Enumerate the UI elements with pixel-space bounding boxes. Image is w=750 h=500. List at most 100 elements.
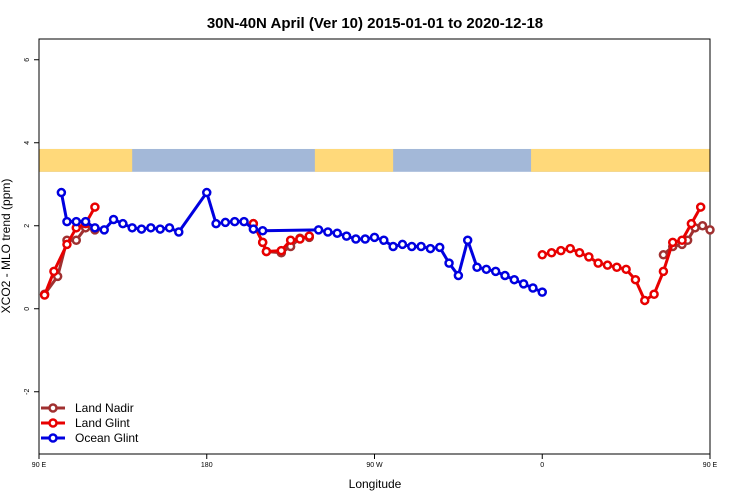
map-band-land-2 <box>531 148 710 172</box>
data-point <box>612 262 622 272</box>
x-tick-label: 90 E <box>703 462 718 469</box>
map-band-land-0 <box>39 148 133 172</box>
data-point <box>434 242 445 253</box>
data-point <box>90 202 100 212</box>
x-tick-label: 180 <box>201 462 213 469</box>
data-point <box>332 228 342 238</box>
data-point <box>99 225 109 235</box>
data-point <box>155 224 165 234</box>
data-point <box>62 216 72 227</box>
series-line-segment <box>661 241 675 272</box>
data-point <box>313 225 324 235</box>
data-point <box>108 214 119 225</box>
y-tick-label: 2 <box>24 224 31 228</box>
data-point <box>444 258 454 268</box>
data-point <box>453 270 464 281</box>
data-point <box>416 241 426 252</box>
data-point <box>565 243 575 254</box>
data-point <box>323 227 333 237</box>
legend-entry: Land Nadir <box>41 401 134 415</box>
data-point <box>257 237 268 248</box>
x-tick-label: 90 W <box>366 462 383 469</box>
series-line-segment <box>262 228 319 233</box>
data-point <box>261 246 272 257</box>
series-layer <box>39 187 715 306</box>
data-point <box>127 223 137 233</box>
chart-title: 30N-40N April (Ver 10) 2015-01-01 to 202… <box>207 15 543 32</box>
y-tick-label: -2 <box>24 389 31 395</box>
y-tick-label: 0 <box>24 307 31 311</box>
data-point <box>556 245 566 256</box>
legend-label: Land Glint <box>75 416 130 430</box>
data-point <box>248 224 259 234</box>
data-point <box>136 224 147 234</box>
y-axis-label: XCO2 - MLO trend (ppm) <box>0 179 13 314</box>
data-point <box>388 241 398 252</box>
data-point <box>462 235 473 246</box>
data-point <box>621 264 631 275</box>
data-point <box>425 243 436 254</box>
data-point <box>39 290 50 300</box>
data-point <box>546 247 557 258</box>
data-point <box>686 218 697 229</box>
data-point <box>174 227 184 237</box>
series-line-segment <box>205 192 218 225</box>
legend-entry: Ocean Glint <box>41 431 139 445</box>
series-line-segment <box>59 192 69 222</box>
data-point <box>695 202 706 212</box>
data-point <box>667 237 678 248</box>
data-point <box>490 266 501 277</box>
legend-label: Ocean Glint <box>75 431 139 445</box>
data-point <box>379 235 389 246</box>
data-point <box>71 216 82 227</box>
data-point <box>658 266 669 277</box>
data-point <box>257 225 268 236</box>
data-point <box>697 221 708 231</box>
data-point <box>528 283 538 293</box>
data-point <box>211 218 221 229</box>
data-point <box>574 247 585 258</box>
data-point <box>351 234 361 244</box>
map-band-land-1 <box>314 148 394 172</box>
data-point <box>369 232 380 243</box>
data-point <box>239 216 249 227</box>
series-line-segment <box>456 239 470 276</box>
data-point <box>593 258 603 268</box>
series-line-segment <box>466 239 479 268</box>
data-point <box>509 274 520 285</box>
data-point <box>56 187 67 198</box>
data-point <box>71 235 82 246</box>
data-point <box>118 218 128 229</box>
legend-swatch-marker <box>48 418 58 428</box>
data-point <box>677 235 687 246</box>
data-point <box>49 266 59 277</box>
series-2 <box>56 187 547 297</box>
data-point <box>602 260 613 270</box>
map-band <box>39 148 710 172</box>
series-line-segment <box>177 191 208 233</box>
data-point <box>407 241 417 252</box>
data-point <box>481 264 492 275</box>
data-point <box>630 274 641 285</box>
y-tick-label: 6 <box>24 58 31 62</box>
x-tick-label: 0 <box>540 462 544 469</box>
series-line-segment <box>52 243 69 273</box>
data-point <box>397 239 408 250</box>
data-point <box>164 223 175 233</box>
axes: 90 E 180 90 W 0 90 E -2 0 2 4 6 <box>24 58 718 469</box>
x-axis-label: Longitude <box>349 477 402 491</box>
data-point <box>360 234 370 244</box>
data-point <box>229 216 240 227</box>
legend-entry: Land Glint <box>41 416 130 430</box>
legend-label: Land Nadir <box>75 401 134 415</box>
data-point <box>518 279 529 289</box>
data-point <box>472 262 482 272</box>
data-point <box>90 223 100 233</box>
data-point <box>304 231 315 241</box>
data-point <box>500 270 510 281</box>
data-point <box>220 217 231 228</box>
data-point <box>705 225 715 235</box>
legend-swatch-marker <box>48 433 58 443</box>
